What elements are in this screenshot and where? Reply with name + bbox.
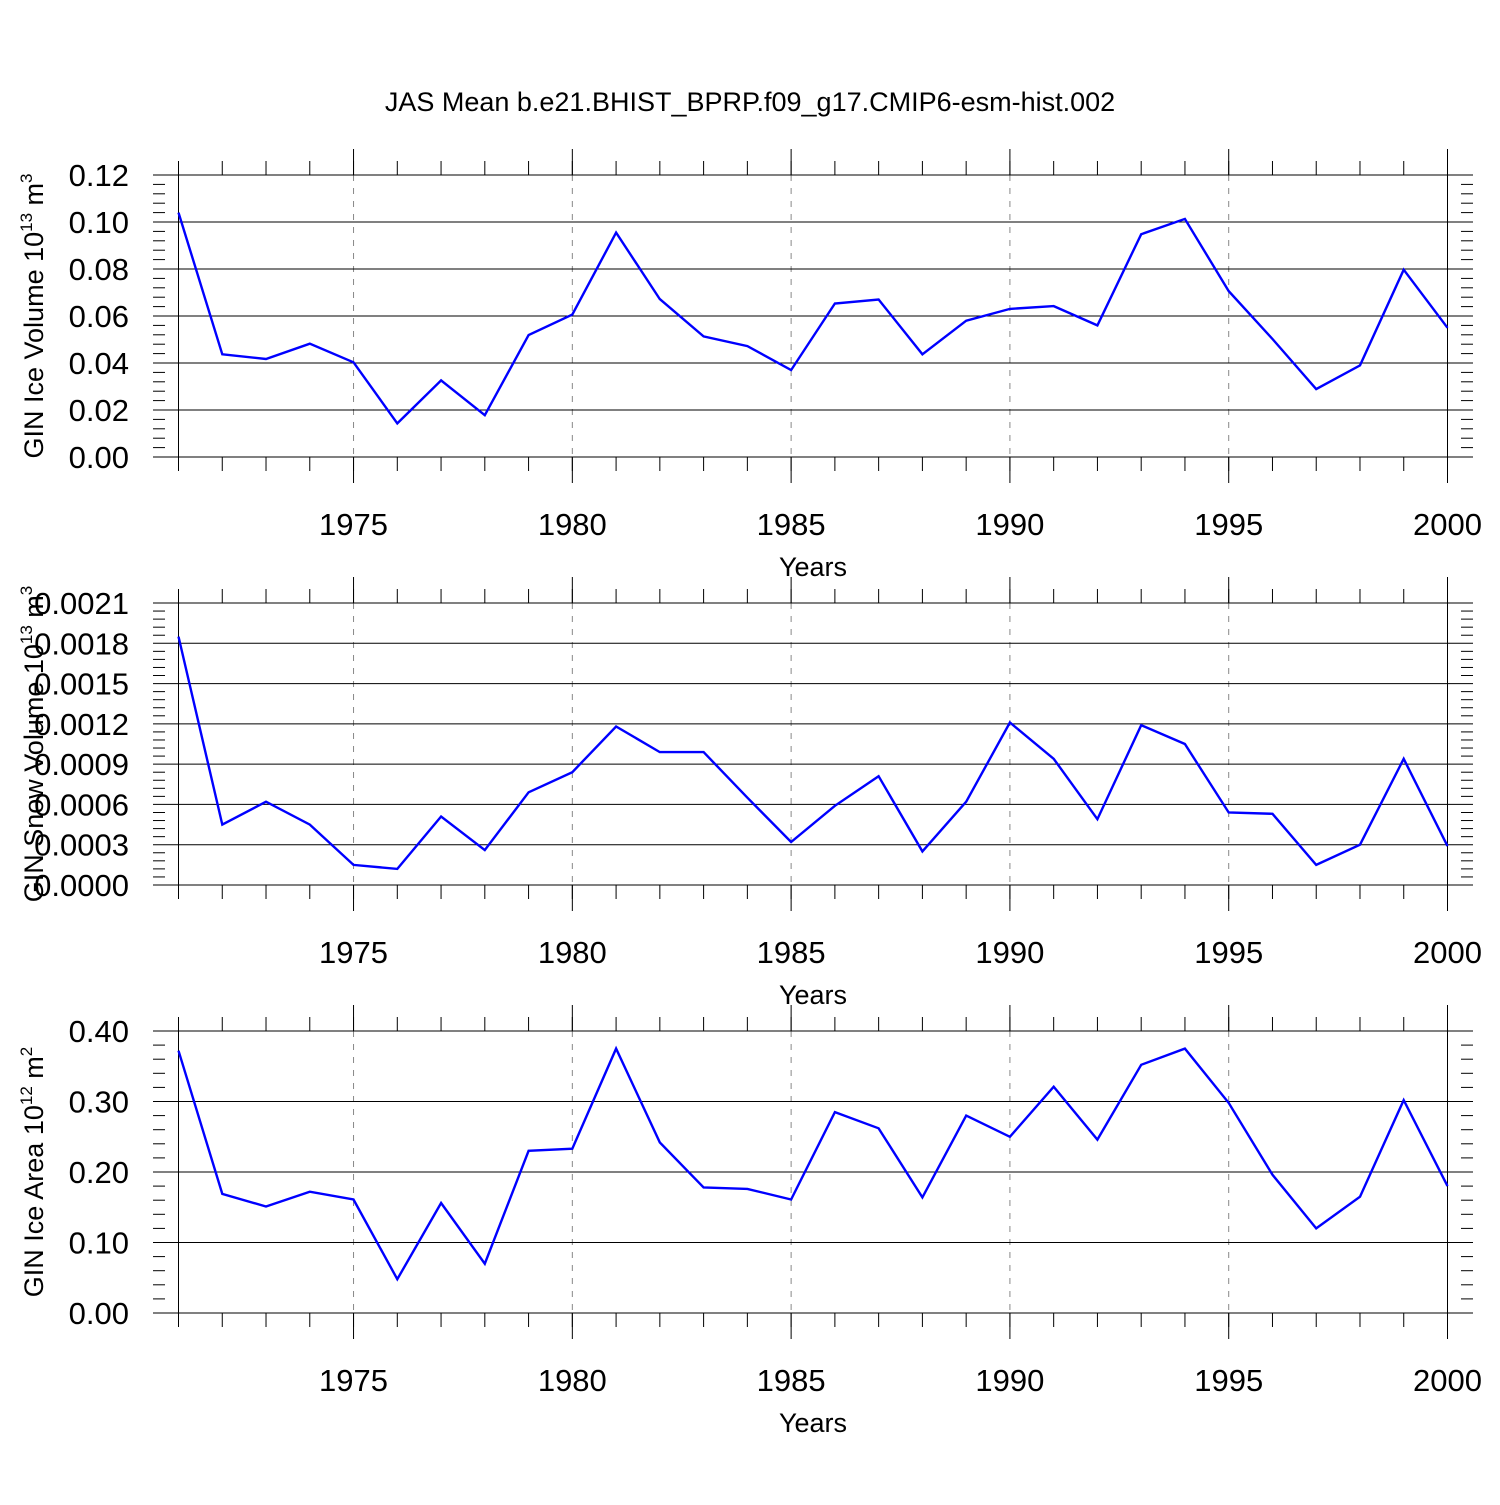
y-tick-label: 0.10 (69, 205, 129, 240)
x-tick-label: 2000 (1413, 507, 1482, 542)
x-axis-title: Years (779, 1408, 847, 1438)
series-line-gin-ice-area (179, 1049, 1448, 1280)
panel-1: 0.00 0.02 0.04 0.06 0.08 0.10 0.12 1975 1980 1985… (17, 149, 1482, 582)
y-axis-title-exponent: 12 (17, 1086, 36, 1105)
y-axis-title-unit-exponent: 3 (17, 586, 36, 595)
x-tick-label: 1980 (538, 1363, 607, 1398)
panel-2: 0.00000.00030.00060.00090.00120.00150.00… (17, 577, 1482, 1010)
y-axis-title-unit: m (19, 595, 49, 625)
y-tick-label: 0.06 (69, 299, 129, 334)
y-axis-title: GIN Ice Volume 1013 m3 (17, 173, 49, 458)
y-tick-label: 0.20 (69, 1155, 129, 1190)
y-tick-label: 0.30 (69, 1085, 129, 1120)
x-tick-label: 1995 (1194, 935, 1263, 970)
y-tick-label: 0.00 (69, 440, 129, 475)
x-tick-label: 1995 (1194, 1363, 1263, 1398)
x-tick-label: 1990 (975, 1363, 1044, 1398)
x-tick-label: 1975 (319, 1363, 388, 1398)
x-axis-title: Years (779, 552, 847, 582)
y-axis-title-unit: m (19, 183, 49, 213)
y-axis-title-main: GIN Ice Area 10 (19, 1105, 49, 1297)
x-tick-label: 1985 (757, 1363, 826, 1398)
x-tick-label: 1985 (757, 935, 826, 970)
x-tick-label: 1980 (538, 507, 607, 542)
panel-3: 0.00 0.10 0.20 0.30 0.40 1975 1980 1985 1990 1995… (17, 1005, 1482, 1438)
y-tick-label: 0.04 (69, 346, 129, 381)
x-tick-label: 2000 (1413, 1363, 1482, 1398)
y-axis-title-main: GIN Ice Volume 10 (19, 232, 49, 459)
y-tick-label: 0.00 (69, 1296, 129, 1331)
x-tick-label: 1975 (319, 935, 388, 970)
x-tick-label: 1980 (538, 935, 607, 970)
x-axis-title: Years (779, 980, 847, 1010)
x-tick-label: 2000 (1413, 935, 1482, 970)
x-tick-label: 1990 (975, 935, 1044, 970)
y-axis-title-unit: m (19, 1056, 49, 1086)
chart-title: JAS Mean b.e21.BHIST_BPRP.f09_g17.CMIP6-… (385, 87, 1115, 117)
y-tick-label: 0.08 (69, 252, 129, 287)
y-tick-label: 0.40 (69, 1014, 129, 1049)
series-line-gin-snow-volume (179, 637, 1448, 869)
x-tick-label: 1975 (319, 507, 388, 542)
y-axis-title-exponent: 13 (17, 213, 36, 232)
y-axis-title-unit-exponent: 3 (17, 173, 36, 182)
y-tick-label: 0.10 (69, 1226, 129, 1261)
y-axis-title: GIN Ice Area 1012 m2 (17, 1047, 49, 1298)
y-axis-title-main: GIN Snow Volume 10 (19, 644, 49, 902)
y-tick-label: 0.02 (69, 393, 129, 428)
y-axis-title-exponent: 13 (17, 625, 36, 644)
y-tick-label: 0.12 (69, 158, 129, 193)
series-line-gin-ice-volume (179, 213, 1448, 424)
x-tick-label: 1985 (757, 507, 826, 542)
x-tick-label: 1990 (975, 507, 1044, 542)
y-axis-title-unit-exponent: 2 (17, 1047, 36, 1056)
x-tick-label: 1995 (1194, 507, 1263, 542)
